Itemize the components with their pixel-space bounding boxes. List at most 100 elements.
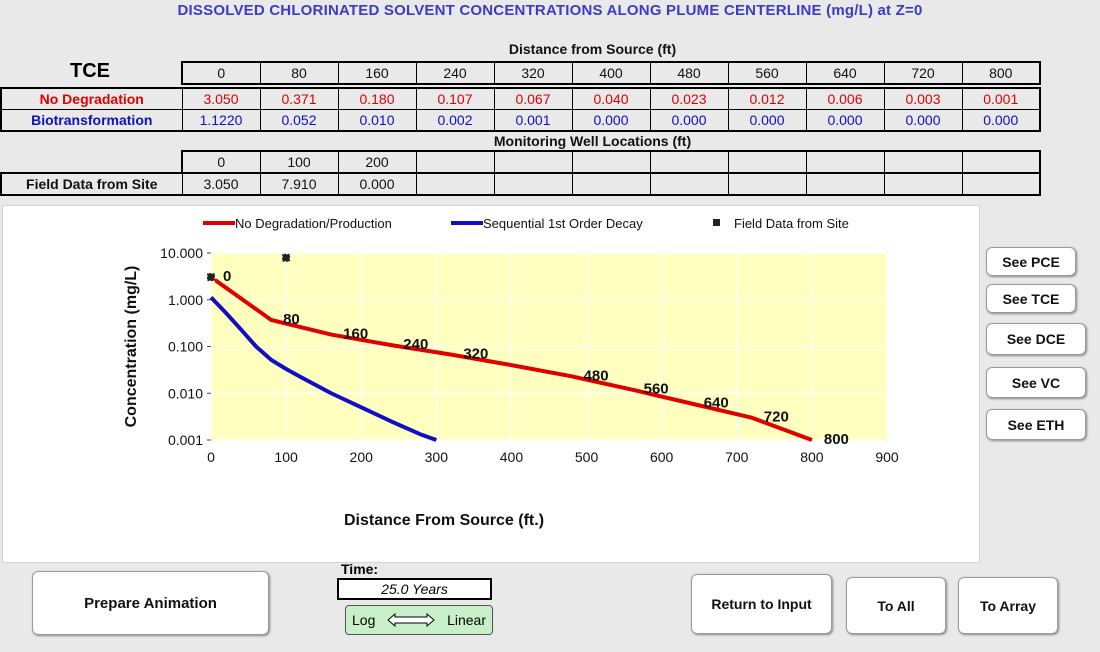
field-data-cell bbox=[883, 172, 963, 196]
compound-label: TCE bbox=[70, 60, 110, 82]
distance-cell: 400 bbox=[571, 61, 651, 85]
wells-table: 0 100 200 bbox=[181, 150, 1041, 174]
distance-header: Distance from Source (ft) bbox=[508, 41, 677, 57]
concentration-cell: 0.000 bbox=[571, 109, 651, 132]
point-label: 720 bbox=[764, 409, 789, 426]
concentration-table: No Degradation 3.050 0.371 0.180 0.107 0.067 0… bbox=[0, 87, 1041, 132]
concentration-chart: 0 100 200 300 400 500 600 700 800 9000.0010.0100.… bbox=[123, 216, 899, 529]
field-data-cell bbox=[649, 172, 729, 196]
concentration-cell: 0.180 bbox=[337, 87, 417, 110]
time-label: Time: bbox=[341, 561, 379, 577]
distance-cell: 480 bbox=[649, 61, 729, 85]
well-location-cell bbox=[883, 150, 963, 174]
x-axis-label: Distance From Source (ft.) bbox=[344, 512, 544, 529]
see-tce-button[interactable]: See TCE bbox=[986, 284, 1076, 313]
log-linear-toggle[interactable]: Log Linear bbox=[345, 605, 493, 635]
to-all-button[interactable]: To All bbox=[846, 577, 946, 634]
sequential-decay-line bbox=[209, 296, 438, 442]
distance-cell: 160 bbox=[337, 61, 417, 85]
well-location-cell bbox=[571, 150, 651, 174]
concentration-row: No Degradation 3.050 0.371 0.180 0.107 0.067 0… bbox=[0, 87, 1041, 110]
x-tick-label: 0 bbox=[207, 449, 215, 465]
point-label: 80 bbox=[283, 311, 300, 328]
point-label: 640 bbox=[704, 395, 729, 412]
x-tick-label: 900 bbox=[875, 449, 899, 465]
y-tick-label: 0.001 bbox=[168, 432, 203, 448]
time-value: 25.0 Years bbox=[337, 578, 492, 600]
wells-row: 0 100 200 bbox=[181, 150, 1041, 174]
concentration-cell: 0.001 bbox=[961, 87, 1041, 110]
legend-label-field-data: Field Data from Site bbox=[734, 216, 849, 231]
y-axis-label: Concentration (mg/L) bbox=[123, 266, 140, 428]
see-pce-button[interactable]: See PCE bbox=[986, 247, 1076, 276]
concentration-cell: 0.107 bbox=[415, 87, 495, 110]
concentration-cell: 3.050 bbox=[181, 87, 261, 110]
x-tick-label: 800 bbox=[800, 449, 824, 465]
field-data-row: Field Data from Site 3.050 7.910 0.000 bbox=[0, 172, 1041, 196]
double-arrow-icon bbox=[387, 613, 435, 627]
point-label: 240 bbox=[403, 336, 428, 353]
wells-header: Monitoring Well Locations (ft) bbox=[493, 133, 692, 149]
see-dce-button[interactable]: See DCE bbox=[986, 323, 1086, 355]
concentration-cell: 0.000 bbox=[883, 109, 963, 132]
concentration-cell: 0.000 bbox=[727, 109, 807, 132]
see-eth-button[interactable]: See ETH bbox=[986, 409, 1086, 440]
toggle-log-label: Log bbox=[352, 612, 376, 628]
distance-cell: 0 bbox=[181, 61, 261, 85]
chart-panel: 0 100 200 300 400 500 600 700 800 900 0.001 0.010 0.… bbox=[2, 205, 980, 563]
point-label: 160 bbox=[343, 326, 368, 343]
distance-cell: 320 bbox=[493, 61, 573, 85]
row-label: Biotransformation bbox=[0, 109, 183, 132]
field-data-label: Field Data from Site bbox=[0, 172, 183, 196]
distance-cell: 240 bbox=[415, 61, 495, 85]
point-label: 800 bbox=[824, 431, 849, 448]
concentration-cell: 0.000 bbox=[805, 109, 885, 132]
point-label: 0 bbox=[223, 268, 231, 285]
field-data-cell bbox=[571, 172, 651, 196]
legend-swatch-field-data bbox=[713, 219, 720, 226]
well-location-cell: 200 bbox=[337, 150, 417, 174]
field-data-cell: 0.000 bbox=[337, 172, 417, 196]
field-data-cell bbox=[493, 172, 573, 196]
concentration-cell: 0.003 bbox=[883, 87, 963, 110]
well-location-cell bbox=[649, 150, 729, 174]
concentration-cell: 0.052 bbox=[259, 109, 339, 132]
well-location-cell bbox=[805, 150, 885, 174]
concentration-cell: 0.006 bbox=[805, 87, 885, 110]
field-data-point bbox=[206, 272, 216, 282]
to-array-button[interactable]: To Array bbox=[958, 577, 1058, 634]
concentration-cell: 0.001 bbox=[493, 109, 573, 132]
point-label: 560 bbox=[644, 381, 669, 398]
x-tick-label: 300 bbox=[425, 449, 449, 465]
field-data-cell: 7.910 bbox=[259, 172, 339, 196]
x-tick-label: 600 bbox=[650, 449, 674, 465]
concentration-cell: 0.002 bbox=[415, 109, 495, 132]
see-vc-button[interactable]: See VC bbox=[986, 367, 1086, 398]
point-label: 320 bbox=[463, 346, 488, 363]
legend-label-no-degradation: No Degradation/Production bbox=[235, 216, 392, 231]
concentration-cell: 0.000 bbox=[649, 109, 729, 132]
page-title: DISSOLVED CHLORINATED SOLVENT CONCENTRAT… bbox=[177, 2, 923, 19]
concentration-row: Biotransformation 1.1220 0.052 0.010 0.002 0.… bbox=[0, 109, 1041, 132]
field-data-cell bbox=[805, 172, 885, 196]
distance-row: 0 80 160 240 320 400 480 560 640 720 800 bbox=[181, 61, 1041, 85]
point-label: 480 bbox=[584, 367, 609, 384]
return-to-input-button[interactable]: Return to Input bbox=[691, 574, 832, 634]
toggle-linear-label: Linear bbox=[447, 612, 486, 628]
y-tick-label: 10.000 bbox=[160, 245, 203, 261]
well-location-cell: 100 bbox=[259, 150, 339, 174]
prepare-animation-button[interactable]: Prepare Animation bbox=[32, 571, 269, 635]
legend-label-sequential-decay: Sequential 1st Order Decay bbox=[483, 216, 643, 231]
x-tick-label: 400 bbox=[500, 449, 524, 465]
well-location-cell bbox=[961, 150, 1041, 174]
well-location-cell bbox=[727, 150, 807, 174]
concentration-cell: 0.067 bbox=[493, 87, 573, 110]
distance-cell: 80 bbox=[259, 61, 339, 85]
concentration-cell: 0.040 bbox=[571, 87, 651, 110]
distance-cell: 640 bbox=[805, 61, 885, 85]
y-tick-label: 1.000 bbox=[168, 292, 203, 308]
field-data-cell: 3.050 bbox=[181, 172, 261, 196]
x-tick-label: 700 bbox=[725, 449, 749, 465]
row-label: No Degradation bbox=[0, 87, 183, 110]
x-tick-label: 100 bbox=[274, 449, 298, 465]
